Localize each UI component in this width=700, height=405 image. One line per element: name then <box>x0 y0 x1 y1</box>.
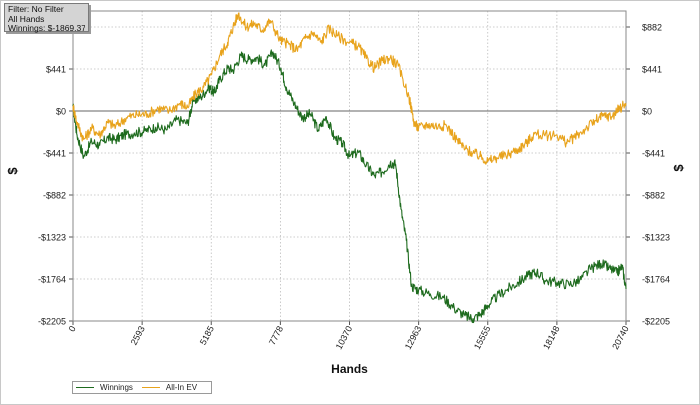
legend-item-winnings: Winnings <box>76 383 133 392</box>
y-tick-label-left: -$1323 <box>38 233 66 243</box>
y-tick-label-right: -$1323 <box>642 233 670 243</box>
y-tick-label-right: -$882 <box>642 191 665 201</box>
x-tick-label: 20740 <box>610 324 631 351</box>
winnings-total-label: Winnings: $-1869.37 <box>8 24 85 34</box>
hands-label: All Hands <box>8 14 45 24</box>
x-tick-label: 5185 <box>198 324 216 346</box>
series-line-winnings <box>72 49 627 324</box>
legend-swatch-winnings <box>76 387 94 388</box>
y-axis-title-left: $ <box>5 167 20 175</box>
legend-item-allin-ev: All-In EV <box>141 383 198 392</box>
y-tick-label-left: -$1764 <box>38 275 66 285</box>
y-tick-label-left: $0 <box>56 107 66 117</box>
y-tick-label-right: $882 <box>642 23 662 33</box>
legend-label-allin-ev: All-In EV <box>165 383 198 392</box>
y-tick-label-right: -$2205 <box>642 317 670 327</box>
y-tick-label-right: -$441 <box>642 149 665 159</box>
y-axis-title-right: $ <box>671 164 686 172</box>
y-tick-label-right: $0 <box>642 107 652 117</box>
y-tick-label-right: -$1764 <box>642 275 670 285</box>
y-tick-label-left: -$882 <box>43 191 66 201</box>
series-line-all-in-ev <box>72 12 627 165</box>
legend-swatch-allin-ev <box>141 387 160 388</box>
x-tick-label: 7778 <box>267 324 285 346</box>
axes <box>69 10 630 325</box>
series <box>72 12 627 324</box>
x-tick-label: 2593 <box>129 324 147 346</box>
x-tick-label: 12963 <box>403 324 424 351</box>
axis-labels: $882$882$441$441$0$0-$441-$441-$882-$882… <box>5 23 686 377</box>
filter-info-box: Filter: No Filter All Hands Winnings: $-… <box>4 3 89 34</box>
legend-label-winnings: Winnings <box>100 383 133 392</box>
x-tick-label: 0 <box>67 324 78 333</box>
plot-border <box>72 10 627 322</box>
x-tick-label: 15555 <box>472 324 493 351</box>
filter-label: Filter: No Filter <box>8 5 64 14</box>
y-tick-label-left: $441 <box>46 65 66 75</box>
chart-legend: Winnings All-In EV <box>72 381 212 394</box>
y-tick-label-left: -$2205 <box>38 317 66 327</box>
x-axis-title: Hands <box>331 362 368 376</box>
y-tick-label-left: -$441 <box>43 149 66 159</box>
x-tick-label: 18148 <box>541 324 562 351</box>
y-tick-label-right: $441 <box>642 65 662 75</box>
x-tick-label: 10370 <box>334 324 355 351</box>
